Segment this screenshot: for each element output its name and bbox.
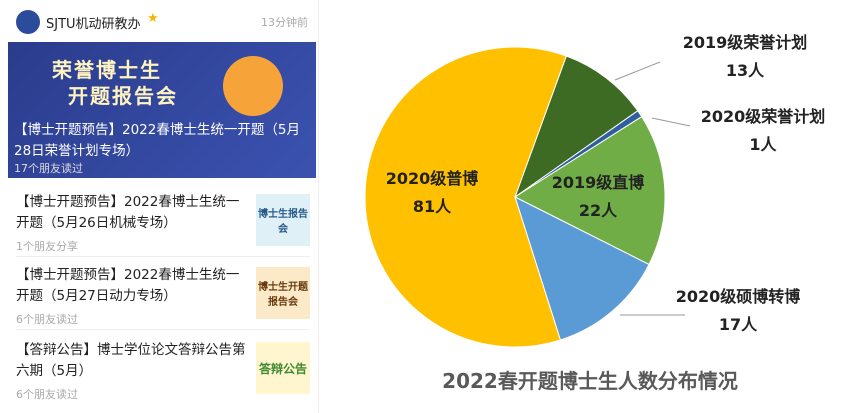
chart: 2022春开题博士生人数分布情况 2019级荣誉计划 13人 2020级荣誉计划 1人… <box>364 33 826 393</box>
pie-slice <box>513 115 666 266</box>
article-meta: 1个朋友分享 <box>16 240 78 253</box>
article-title: 【博士开题预告】2022春博士生统一开题（5月26日机械专场） <box>16 194 240 231</box>
article-title: 【答辩公告】博士学位论文答辩公告第六期（5月） <box>16 342 246 379</box>
slice-label: 2019级直博 <box>552 173 645 192</box>
pie-slice <box>364 46 567 348</box>
thumbnail: 答辩公告 <box>256 342 310 394</box>
article-title: 【博士开题预告】2022春博士生统一开题（5月28日荣誉计划专场） <box>14 122 300 159</box>
leader-line <box>651 117 691 127</box>
image-text: 开题报告会 <box>68 84 178 108</box>
feed-header: SJTU机动研教办 ★ 13分钟前 <box>0 0 318 42</box>
slice-label: 2020级硕博转博 <box>676 287 801 306</box>
value-label: 17人 <box>719 315 758 334</box>
feed: SJTU机动研教办 ★ 13分钟前 荣誉博士生 开题报告会 【博士开题预告】20… <box>0 0 319 413</box>
star-icon: ★ <box>147 11 159 26</box>
article-meta: 17个朋友读过 <box>14 162 83 175</box>
account[interactable]: SJTU机动研教办 <box>46 17 141 32</box>
article[interactable]: 【博士开题预告】2022春博士生统一开题（5月26日机械专场） 1个朋友分享 博… <box>16 192 310 257</box>
slice-label: 2020级普博 <box>386 169 479 188</box>
leader-line <box>614 61 661 81</box>
pie-slice <box>514 196 650 341</box>
pie-slice <box>513 55 639 199</box>
top-article[interactable]: 荣誉博士生 开题报告会 【博士开题预告】2022春博士生统一开题（5月28日荣誉… <box>8 42 316 178</box>
article-meta: 6个朋友读过 <box>16 388 78 401</box>
thumbnail: 博士生报告会 <box>256 194 310 246</box>
illustration <box>223 56 283 116</box>
value-label: 1人 <box>749 135 777 154</box>
article-meta: 6个朋友读过 <box>16 313 78 326</box>
article[interactable]: 【答辩公告】博士学位论文答辩公告第六期（5月） 6个朋友读过 答辩公告 <box>16 340 310 404</box>
value-label: 22人 <box>579 201 618 220</box>
value-label: 13人 <box>726 61 765 80</box>
thumbnail: 博士生开题报告会 <box>256 267 310 319</box>
image-text: 荣誉博士生 <box>52 58 162 82</box>
time: 13分钟前 <box>261 16 308 29</box>
value-label: 81人 <box>413 197 452 216</box>
slice-label: 2019级荣誉计划 <box>683 33 808 52</box>
article-title: 【博士开题预告】2022春博士生统一开题（5月27日动力专场） <box>16 267 240 304</box>
logo <box>16 10 40 34</box>
article[interactable]: 【博士开题预告】2022春博士生统一开题（5月27日动力专场） 6个朋友读过 博… <box>16 265 310 330</box>
slice-label: 2020级荣誉计划 <box>701 107 826 126</box>
chart-title: 2022春开题博士生人数分布情况 <box>442 369 738 393</box>
